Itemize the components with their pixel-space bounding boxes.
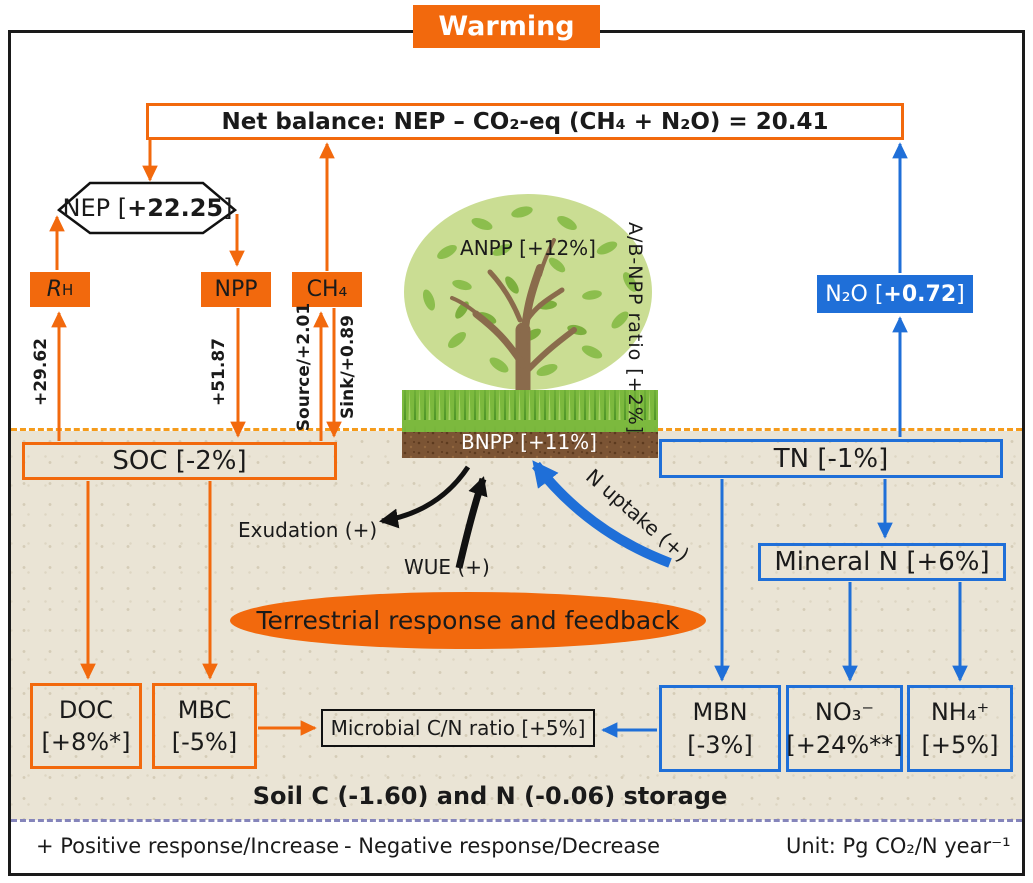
ch4-sink-flux-label: Sink/+0.89 (338, 315, 358, 419)
grass-band (402, 390, 658, 434)
mbn-name: MBN (692, 698, 748, 727)
ch4-source-flux-label: Source/+2.01 (294, 302, 314, 432)
doc-value: [+8%*] (41, 728, 131, 756)
rh-flux-label: +29.62 (31, 337, 51, 407)
wue-label: WUE (+) (404, 555, 490, 579)
nep-label: NEP [+22.25] (55, 182, 240, 234)
npp-flux-label: +51.87 (209, 337, 229, 407)
nh4-name: NH₄⁺ (930, 698, 990, 727)
n2o-prefix: N₂O [ (825, 281, 884, 307)
legend-positive: + Positive response/Increase (36, 834, 340, 858)
soil-storage-label: Soil C (-1.60) and N (-0.06) storage (252, 782, 728, 810)
doc-name: DOC (58, 695, 114, 724)
soil-storage-text: Soil C (-1.60) and N (-0.06) storage (252, 782, 728, 810)
npp-box: NPP (201, 272, 271, 307)
rh-symbol: R (46, 277, 62, 302)
feedback-ellipse-label: Terrestrial response and feedback (256, 606, 680, 635)
mbc-name: MBC (177, 695, 232, 724)
no3-value: [+24%**] (786, 730, 903, 759)
n2o-value: +0.72 (883, 281, 957, 307)
mbc-box: MBC [-5%] (152, 683, 257, 769)
mineral-n-label: Mineral N [+6%] (774, 547, 990, 577)
soc-label: SOC [-2%] (112, 446, 247, 476)
npp-label: NPP (214, 277, 258, 302)
warming-label: Warming (438, 11, 575, 42)
nh4-box: NH₄⁺ [+5%] (907, 685, 1013, 772)
no3-box: NO₃⁻ [+24%**] (786, 685, 903, 772)
microbial-cn-box: Microbial C/N ratio [+5%] (321, 709, 595, 747)
legend-negative: - Negative response/Decrease (344, 834, 661, 858)
soc-box: SOC [-2%] (22, 442, 337, 480)
nep-suffix: ] (223, 194, 233, 222)
mineral-n-box: Mineral N [+6%] (758, 543, 1006, 581)
nep-value: +22.25 (127, 194, 224, 222)
anpp-label: ANPP [+12%] (460, 236, 596, 260)
ch4-box: CH₄ (292, 272, 362, 307)
n2o-suffix: ] (956, 281, 965, 307)
rh-subscript: H (62, 280, 74, 299)
n2o-box: N₂O [+0.72] (817, 275, 973, 313)
microbial-cn-label: Microbial C/N ratio [+5%] (330, 716, 586, 740)
ch4-label: CH₄ (306, 277, 348, 302)
bnpp-label: BNPP [+11%] (461, 430, 597, 454)
nep-hexagon (55, 179, 240, 237)
legend-unit: Unit: Pg CO₂/N year⁻¹ (786, 834, 1011, 858)
ab-npp-ratio-label: A/B-NPP ratio [+2%] (624, 222, 646, 435)
feedback-ellipse: Terrestrial response and feedback (230, 592, 706, 649)
nh4-value: [+5%] (921, 730, 999, 759)
exudation-label: Exudation (+) (238, 518, 378, 542)
nep-prefix: NEP [ (62, 194, 128, 222)
net-balance-text: Net balance: NEP – CO₂-eq (CH₄ + N₂O) = … (221, 108, 829, 135)
soil-region (11, 431, 1022, 820)
mbn-box: MBN [-3%] (659, 685, 781, 772)
tree-leaves (422, 206, 637, 377)
tree-soil-strip (402, 432, 658, 458)
net-balance-box: Net balance: NEP – CO₂-eq (CH₄ + N₂O) = … (146, 103, 904, 140)
no3-name: NO₃⁻ (814, 698, 875, 727)
legend-divider-dashed-line (11, 819, 1022, 822)
tn-box: TN [-1%] (659, 439, 1003, 478)
tree-illustration (402, 190, 658, 458)
doc-box: DOC [+8%*] (30, 683, 142, 769)
mbc-value: [-5%] (171, 728, 238, 756)
tn-label: TN [-1%] (773, 443, 889, 474)
warming-banner: Warming (413, 5, 600, 48)
mbn-value: [-3%] (687, 730, 753, 759)
